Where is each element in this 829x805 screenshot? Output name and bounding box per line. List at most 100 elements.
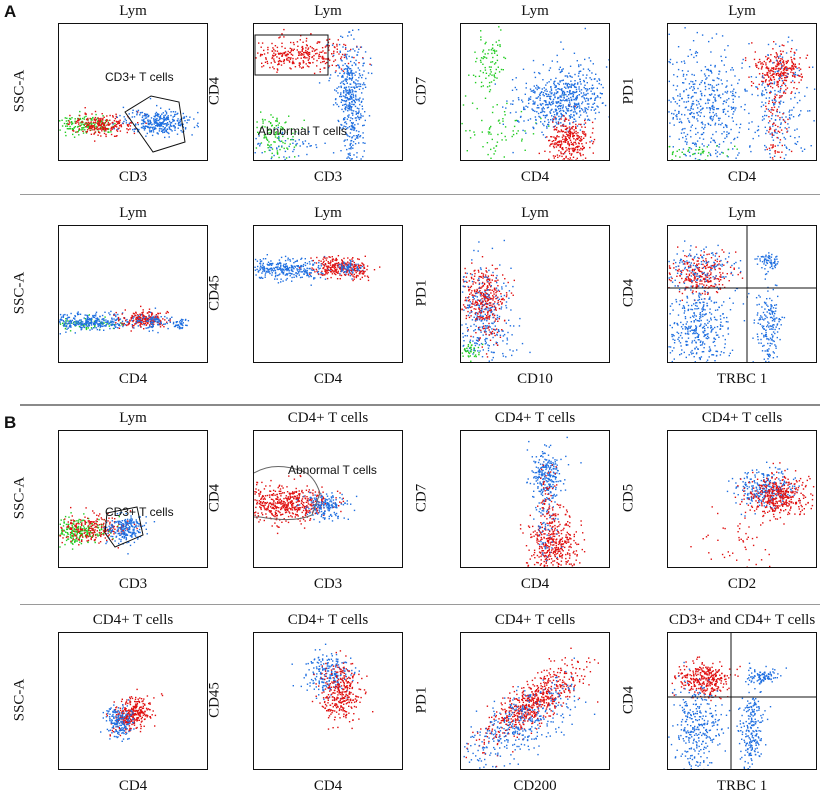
plot-area: Abnormal T cells [253, 23, 403, 161]
x-axis-label: CD3 [313, 576, 343, 592]
plot-title: CD4+ T cells [92, 612, 174, 628]
y-axis-label: CD4 [206, 483, 223, 513]
scatter-points [668, 633, 816, 769]
plot-title: Lym [119, 3, 147, 19]
plot-title: Lym [728, 3, 756, 19]
y-axis-label: CD7 [413, 483, 430, 513]
y-axis-label: CD45 [206, 682, 223, 718]
plot-a1: Lym CD3+ T cells SSC-A CD3 [12, 3, 208, 185]
section-a-label: A [4, 2, 17, 21]
scatter-points [254, 254, 381, 286]
plot-title: CD4+ T cells [287, 410, 369, 426]
plot-b2: CD4+ T cells Abnormal T cells CD4 CD3 [207, 410, 403, 592]
plot-a3: Lym CD7 CD4 [414, 3, 610, 185]
plot-area: CD3+ T cells [58, 23, 208, 161]
gate-label: CD3+ T cells [105, 505, 174, 519]
plot-b7: CD4+ T cells PD1 CD200 [414, 612, 610, 794]
scatter-points [254, 466, 358, 535]
scatter-points [59, 506, 156, 555]
x-axis-label: TRBC 1 [716, 371, 768, 387]
section-separator [20, 404, 820, 406]
plot-title: CD3+ and CD4+ T cells [668, 612, 816, 628]
y-axis-label: CD45 [206, 275, 223, 311]
x-axis-label: CD3 [118, 576, 148, 592]
plot-area [460, 430, 610, 568]
y-axis-label: CD7 [413, 76, 430, 106]
plot-title: Lym [314, 3, 342, 19]
y-axis-label: CD4 [620, 685, 637, 715]
x-axis-label: TRBC 1 [716, 778, 768, 794]
gate-label: Abnormal T cells [258, 124, 347, 138]
plot-b3: CD4+ T cells CD7 CD4 [414, 410, 610, 592]
plot-area [460, 225, 610, 363]
plot-area [253, 632, 403, 770]
gate-label: CD3+ T cells [105, 70, 174, 84]
plot-b5: CD4+ T cells SSC-A CD4 [12, 612, 208, 794]
y-axis-label: CD4 [620, 278, 637, 308]
plot-a7: Lym PD1 CD10 [414, 205, 610, 387]
plot-title: Lym [314, 205, 342, 221]
scatter-points [461, 26, 609, 160]
y-axis-label: CD5 [620, 483, 637, 513]
x-axis-label: CD2 [727, 576, 757, 592]
gate-label: Abnormal T cells [288, 463, 377, 477]
plot-a8: Lym CD4 TRBC 1 [621, 205, 817, 387]
y-axis-label: PD1 [413, 686, 430, 714]
plot-title: CD4+ T cells [701, 410, 783, 426]
plot-title: Lym [119, 410, 147, 426]
plot-title: CD4+ T cells [494, 612, 576, 628]
scatter-points [100, 688, 164, 742]
x-axis-label: CD4 [520, 169, 550, 185]
plot-area [460, 23, 610, 161]
scatter-points [690, 461, 815, 567]
x-axis-label: CD4 [520, 576, 550, 592]
plot-b1: Lym CD3+ T cells SSC-A CD3 [12, 410, 208, 592]
plot-title: Lym [521, 205, 549, 221]
plot-title: Lym [119, 205, 147, 221]
scatter-points [668, 27, 816, 160]
x-axis-label: CD3 [313, 169, 343, 185]
plot-title: Lym [521, 3, 549, 19]
x-axis-label: CD200 [513, 778, 557, 794]
scatter-points [291, 643, 374, 730]
plot-area [667, 430, 817, 568]
section-b-label: B [4, 413, 17, 432]
plot-b6: CD4+ T cells CD45 CD4 [207, 612, 403, 794]
plot-area [667, 23, 817, 161]
y-axis-label: SSC-A [11, 476, 28, 520]
y-axis-label: SSC-A [11, 678, 28, 722]
x-axis-label: CD4 [118, 778, 148, 794]
plot-area [253, 225, 403, 363]
y-axis-label: CD4 [206, 76, 223, 106]
plot-b8: CD3+ and CD4+ T cells CD4 TRBC 1 [621, 612, 817, 794]
x-axis-label: CD4 [313, 778, 343, 794]
y-axis-label: SSC-A [11, 69, 28, 113]
plot-area: CD3+ T cells [58, 430, 208, 568]
scatter-points [461, 239, 531, 362]
plot-area [460, 632, 610, 770]
plot-a4: Lym PD1 CD4 [621, 3, 817, 185]
y-axis-label: SSC-A [11, 271, 28, 315]
y-axis-label: PD1 [413, 279, 430, 307]
row-separator [20, 194, 820, 195]
row-separator [20, 604, 820, 605]
scatter-points [254, 28, 373, 160]
x-axis-label: CD4 [118, 371, 148, 387]
scatter-points [668, 226, 816, 362]
y-axis-label: PD1 [620, 77, 637, 105]
x-axis-label: CD4 [727, 169, 757, 185]
x-axis-label: CD4 [313, 371, 343, 387]
scatter-points [463, 647, 599, 769]
scatter-points [59, 95, 199, 153]
scatter-points [59, 305, 190, 335]
x-axis-label: CD10 [517, 371, 553, 387]
plot-area [58, 225, 208, 363]
plot-a2: Lym Abnormal T cells CD4 CD3 [207, 3, 403, 185]
scatter-points [519, 436, 586, 567]
plot-a6: Lym CD45 CD4 [207, 205, 403, 387]
plot-area [667, 632, 817, 770]
plot-area: Abnormal T cells [253, 430, 403, 568]
plot-a5: Lym SSC-A CD4 [12, 205, 208, 387]
plot-b4: CD4+ T cells CD5 CD2 [621, 410, 817, 592]
plot-area [667, 225, 817, 363]
